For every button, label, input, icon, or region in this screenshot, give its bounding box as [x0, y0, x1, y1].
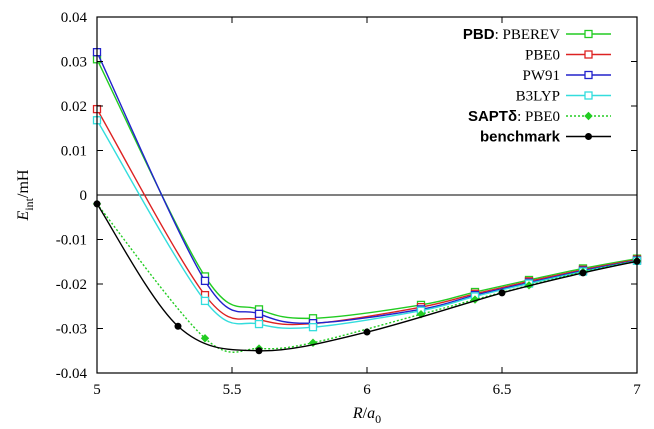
series-line: [96, 58, 638, 320]
legend-marker: [584, 50, 593, 59]
legend-label: benchmark: [480, 129, 561, 146]
legend-entry: PBD: PBEREV: [463, 26, 611, 43]
legend-entry: PW91: [523, 68, 611, 84]
legend-entry: SAPTδ: PBE0: [468, 108, 611, 125]
data-point: [254, 309, 264, 318]
y-tick-label: 0: [80, 188, 88, 204]
data-point: [363, 328, 371, 336]
x-tick-label: 5.5: [223, 382, 242, 398]
legend-entry: B3LYP: [516, 89, 611, 105]
series-line: [96, 119, 638, 330]
data-point: [255, 347, 263, 355]
data-point: [200, 334, 210, 343]
x-tick-label: 6: [363, 382, 371, 398]
y-tick-label: -0.01: [56, 233, 87, 249]
legend-entry: PBE0: [525, 48, 611, 64]
y-tick-label: 0.04: [61, 10, 88, 26]
data-point: [174, 322, 182, 330]
data-point: [498, 289, 506, 297]
axis-labels: R/a0 Eint/mH: [15, 169, 381, 426]
y-tick-label: 0.01: [61, 144, 87, 160]
data-point: [254, 319, 264, 329]
legend-label: PBD: PBEREV: [463, 26, 560, 43]
legend-marker: [584, 70, 593, 80]
tick-layer: 5 5.5 6 6.5 7 0.04 0.03 0.02 0.01 0 -0.01 -0.02 -0.0…: [56, 10, 642, 398]
legend-label: B3LYP: [516, 89, 560, 105]
series-layer: [92, 48, 642, 355]
legend-label: SAPTδ: PBE0: [468, 108, 560, 125]
series-5: [93, 200, 641, 355]
legend-label: PW91: [523, 68, 561, 84]
legend-label: PBE0: [525, 48, 560, 64]
legend-marker: [584, 29, 593, 39]
x-tick-label: 6.5: [493, 382, 512, 398]
y-tick-label: -0.03: [56, 322, 87, 338]
legend-marker: [584, 91, 593, 100]
y-axis-title: Eint/mH: [15, 169, 36, 221]
legend-marker: [585, 133, 592, 140]
series-line: [96, 108, 638, 326]
series-line: [96, 203, 638, 352]
data-point: [579, 269, 587, 277]
y-tick-label: -0.02: [56, 277, 87, 293]
y-tick-label: 0.02: [61, 99, 87, 115]
legend-marker: [584, 111, 593, 121]
data-point: [308, 323, 318, 332]
x-tick-label: 5: [93, 382, 101, 398]
data-point: [200, 276, 210, 286]
legend: PBD: PBEREV PBE0 PW91 B3LYP SAPTδ: PBE0 bench…: [463, 26, 611, 146]
y-tick-label: 0.03: [61, 55, 87, 71]
y-tick-label: -0.04: [56, 366, 88, 382]
x-tick-label: 7: [633, 382, 641, 398]
series-line: [96, 51, 638, 324]
x-axis-title: R/a0: [352, 405, 381, 426]
data-point: [200, 296, 210, 306]
legend-entry: benchmark: [480, 129, 611, 146]
